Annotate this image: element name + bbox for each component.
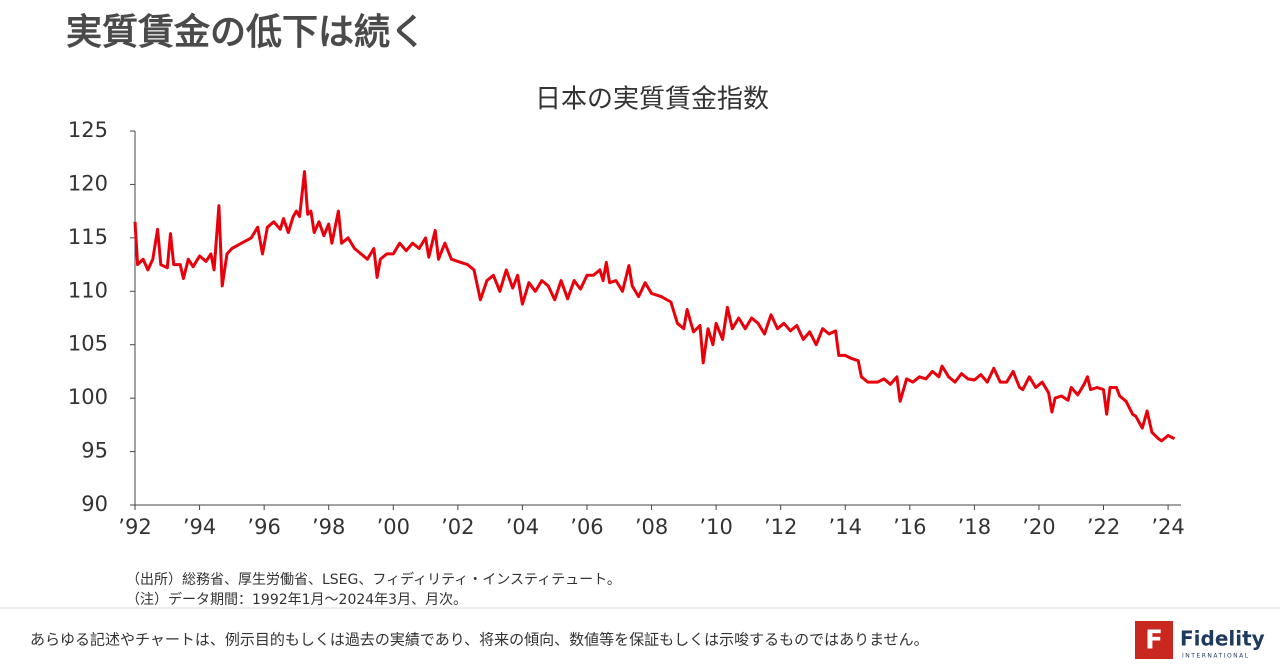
x-tick-label: ’18: [958, 515, 991, 539]
logo-icon: [1135, 621, 1173, 659]
y-tick-label: 90: [81, 492, 108, 516]
y-tick-label: 105: [68, 332, 108, 356]
logo-sub: INTERNATIONAL: [1182, 653, 1250, 660]
x-tick-label: ’00: [377, 515, 410, 539]
source-note: （出所）総務省、厚生労働省、LSEG、フィディリティ・インスティテュート。: [126, 571, 621, 588]
x-tick-label: ’16: [893, 515, 926, 539]
period-note: （注）データ期間：1992年1月～2024年3月、月次。: [126, 591, 467, 608]
logo-name: Fidelity: [1180, 627, 1265, 651]
y-tick-label: 110: [68, 278, 108, 302]
x-tick-label: ’12: [764, 515, 797, 539]
data-line: [133, 170, 1176, 443]
x-tick-label: ’14: [829, 515, 862, 539]
y-tick-label: 115: [68, 225, 108, 249]
x-tick-label: ’24: [1151, 515, 1184, 539]
x-tick-label: ’96: [247, 515, 280, 539]
y-tick-label: 95: [81, 439, 108, 463]
y-tick-label: 100: [68, 385, 108, 409]
disclaimer: あらゆる記述やチャートは、例示目的もしくは過去の実績であり、将来の傾向、数値等を…: [30, 631, 929, 649]
headline: 実質賃金の低下は続く: [66, 11, 426, 53]
x-tick-label: ’06: [570, 515, 603, 539]
x-tick-label: ’94: [183, 515, 216, 539]
x-tick-label: ’92: [118, 515, 151, 539]
x-tick-label: ’20: [1022, 515, 1055, 539]
logo-mark: F: [1145, 626, 1163, 656]
x-tick-label: ’10: [699, 515, 732, 539]
x-tick-label: ’02: [441, 515, 474, 539]
x-tick-label: ’04: [506, 515, 539, 539]
x-tick-label: ’22: [1087, 515, 1120, 539]
x-tick-label: ’08: [635, 515, 668, 539]
y-tick-label: 120: [68, 171, 108, 195]
chart-title: 日本の実質賃金指数: [535, 85, 769, 115]
y-tick-label: 125: [68, 118, 108, 142]
x-tick-label: ’98: [312, 515, 345, 539]
